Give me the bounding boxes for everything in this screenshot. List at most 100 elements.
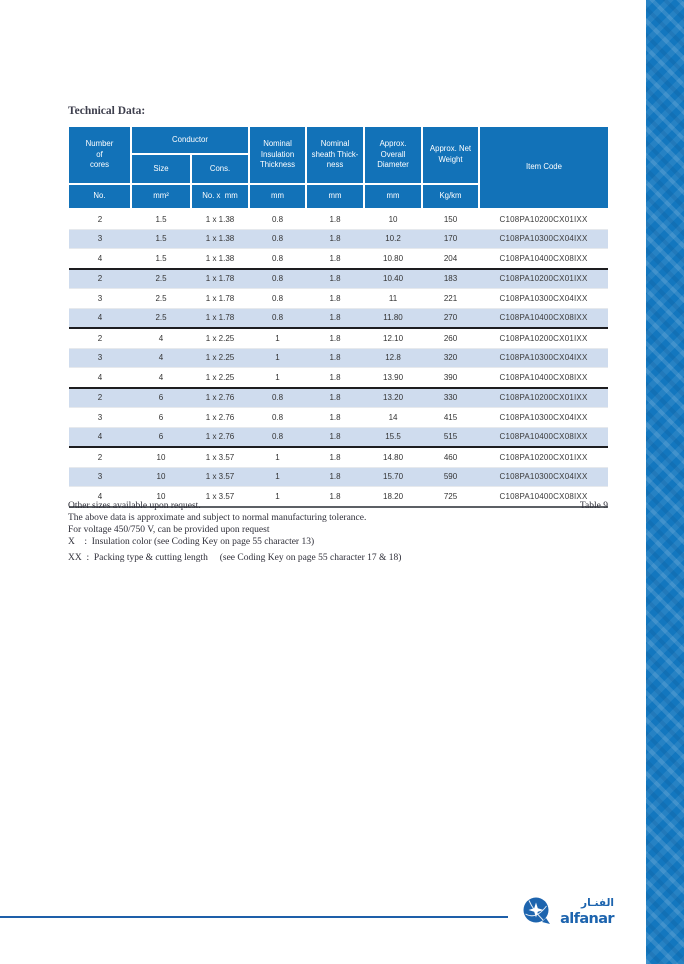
data-cell: 3 <box>69 466 131 487</box>
alfanar-logo: الفنـار alfanar <box>523 897 616 927</box>
data-cell: 1 x 1.38 <box>205 214 235 224</box>
data-cell: 3 <box>69 347 131 368</box>
data-cell: 1 <box>249 466 307 487</box>
data-cell: 1.5 <box>131 228 191 249</box>
table-row: 2 2.5 1 x 1.78 0.8 1.8 10.40 183 C108PA10200CX0… <box>69 267 609 289</box>
note-tolerance: The above data is approximate and subjec… <box>68 513 367 523</box>
header-number-of-cores: Number of cores <box>69 127 132 185</box>
data-cell: 2.5 <box>131 267 191 289</box>
data-cell: 3 <box>69 228 131 249</box>
data-cell: 1 <box>249 367 307 388</box>
data-cell: 1 x 2.76 <box>191 386 250 408</box>
data-cell: 1 x 2.25 <box>191 347 250 368</box>
data-cell: 1 x 2.76 <box>191 407 250 427</box>
data-cell: 221 <box>422 288 480 308</box>
item-code-cell: C108PA10300CX04IXX <box>479 288 609 308</box>
unit-mm-sheath: mm <box>306 184 366 210</box>
data-cell: 0.8 <box>271 214 284 224</box>
data-cell: 1 <box>249 327 307 348</box>
data-cell: 1 x 3.57 <box>191 466 250 487</box>
data-cell: 1.8 <box>306 386 365 408</box>
data-cell: 1.8 <box>329 214 341 224</box>
header-cons: Cons. <box>191 154 251 185</box>
item-code-cell: C108PA10200CX01IXX <box>479 386 609 408</box>
data-cell: 10 <box>131 466 191 487</box>
data-cell: 2.5 <box>131 307 191 328</box>
data-cell: 6 <box>131 426 191 447</box>
data-cell: 1.5 <box>155 214 167 224</box>
table-row: 2 10 1 x 3.57 1 1.8 14.80 460 C108PA10200CX01IX… <box>69 446 609 467</box>
data-cell: 2 <box>69 386 131 408</box>
table-row: 2 1.5 1 x 1.38 0.8 1.8 10 150 C108PA10200CX01IX… <box>69 209 608 229</box>
data-cell: 4 <box>131 327 191 348</box>
header-insulation-thickness: Nominal Insulation Thickness <box>249 127 308 185</box>
unit-kg-km: Kg/km <box>422 184 481 210</box>
technical-data-table: Number of cores Conductor Nominal Insula… <box>69 127 609 508</box>
item-code-cell: C108PA10400CX08IXX <box>479 307 609 328</box>
data-cell: 515 <box>422 426 480 447</box>
footer-rule <box>0 916 508 918</box>
unit-mm-insulation: mm <box>249 184 308 210</box>
alfanar-arabic-wordmark: الفنـار <box>580 897 614 909</box>
data-cell: 0.8 <box>249 248 307 269</box>
unit-mm2: mm² <box>131 184 192 210</box>
note-voltage: For voltage 450/750 V, can be provided u… <box>68 525 270 535</box>
data-cell: 260 <box>422 327 480 348</box>
data-cell: 1.8 <box>306 248 365 269</box>
data-cell: 415 <box>422 407 480 427</box>
data-cell: 2.5 <box>131 288 191 308</box>
data-cell: 1 x 1.78 <box>191 307 250 328</box>
item-code-cell: C108PA10400CX08IXX <box>479 486 609 508</box>
table-row: 4 10 1 x 3.57 1 1.8 18.20 725 C108PA10400CX08IX… <box>69 486 609 508</box>
data-cell: 10.2 <box>364 228 423 249</box>
data-cell: 2 <box>69 267 131 289</box>
data-cell: 18.20 <box>364 486 423 508</box>
item-code-cell: C108PA10300CX04IXX <box>479 228 609 249</box>
header-net-weight: Approx. Net Weight <box>422 127 481 185</box>
band-notch-decoration <box>629 85 646 130</box>
data-cell: 320 <box>422 347 480 368</box>
data-cell: 12.10 <box>364 327 423 348</box>
data-cell: 1 x 2.25 <box>191 367 250 388</box>
data-cell: 1.8 <box>306 407 365 427</box>
data-cell: 10.40 <box>364 267 423 289</box>
table-notes: Other sizes available upon request. Tabl… <box>68 500 608 564</box>
data-cell: 1 x 1.78 <box>191 288 250 308</box>
data-cell: 4 <box>69 307 131 328</box>
data-cell: 1 <box>249 446 307 467</box>
item-code-cell: C108PA10400CX08IXX <box>479 426 609 447</box>
data-cell: 1.8 <box>306 288 365 308</box>
item-code-cell: C108PA10300CX04IXX <box>479 347 609 368</box>
note-xx-coding: XX : Packing type & cutting length (see … <box>68 553 402 563</box>
data-cell: 1.8 <box>306 486 365 508</box>
data-cell: 15.5 <box>364 426 423 447</box>
item-code-cell: C108PA10400CX08IXX <box>479 248 609 269</box>
data-cell: 4 <box>69 426 131 447</box>
data-cell: 1.8 <box>306 446 365 467</box>
item-code-cell: C108PA10200CX01IXX <box>479 267 609 289</box>
data-cell: 3 <box>69 407 131 427</box>
data-cell: 1 x 1.78 <box>191 267 250 289</box>
header-conductor: Conductor <box>131 127 251 155</box>
data-cell: 1 x 3.57 <box>191 446 250 467</box>
unit-mm-diameter: mm <box>364 184 424 210</box>
data-cell: 13.20 <box>364 386 423 408</box>
section-title: Technical Data: <box>68 105 146 117</box>
item-code-cell: C108PA10200CX01IXX <box>499 214 588 224</box>
data-cell: 0.8 <box>249 267 307 289</box>
data-cell: 183 <box>422 267 480 289</box>
data-cell: 460 <box>422 446 480 467</box>
data-cell: 13.90 <box>364 367 423 388</box>
item-code-cell: C108PA10200CX01IXX <box>479 446 609 467</box>
data-cell: 1 x 2.25 <box>191 327 250 348</box>
data-cell: 2 <box>69 446 131 467</box>
data-cell: 1.8 <box>306 347 365 368</box>
data-cell: 12.8 <box>364 347 423 368</box>
data-cell: 1.8 <box>306 466 365 487</box>
data-cell: 0.8 <box>249 307 307 328</box>
data-cell: 14 <box>364 407 423 427</box>
